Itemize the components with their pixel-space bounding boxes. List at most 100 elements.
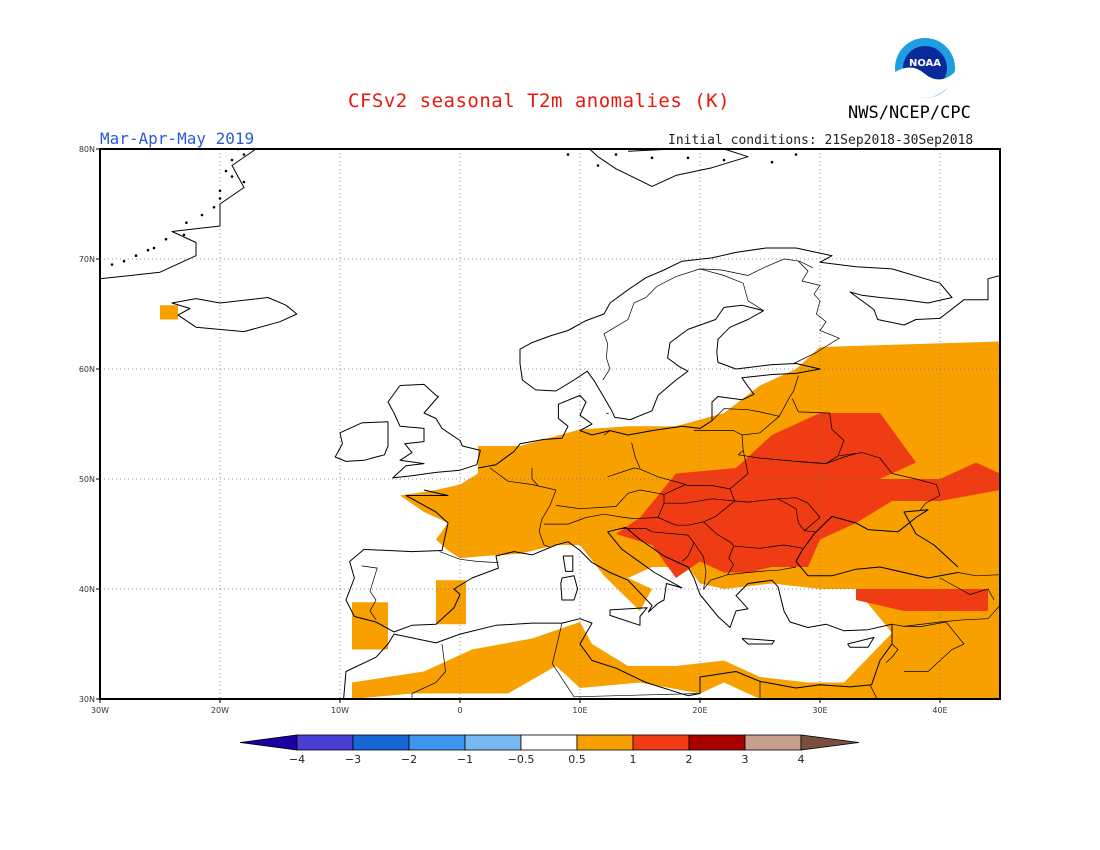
country-border xyxy=(544,489,665,525)
island-dot xyxy=(242,180,246,184)
coastline xyxy=(334,421,389,462)
island-dot xyxy=(182,233,186,237)
coastline xyxy=(562,555,574,572)
coastline xyxy=(847,636,875,648)
country-border xyxy=(939,577,995,601)
island-dot xyxy=(224,169,228,173)
noaa-logo: NOAA xyxy=(895,38,955,98)
country-border xyxy=(603,430,611,436)
colorbar-segment xyxy=(408,734,466,751)
country-border xyxy=(792,398,845,457)
island-dot xyxy=(185,221,188,224)
coastline xyxy=(477,247,1000,469)
anomaly-region-0.5-1 xyxy=(160,305,178,320)
colorbar-label: 1 xyxy=(630,753,637,766)
island-dot xyxy=(566,153,570,156)
colorbar-label: 0.5 xyxy=(568,753,586,766)
colorbar-label: 4 xyxy=(798,753,805,766)
country-border xyxy=(439,551,499,563)
colorbar-label: −0.5 xyxy=(508,753,535,766)
colorbar-segment xyxy=(744,734,802,751)
agency-label: NWS/NCEP/CPC xyxy=(848,103,971,123)
colorbar-label: −1 xyxy=(457,753,473,766)
lon-tick-label: 30W xyxy=(91,706,109,715)
country-border xyxy=(622,528,695,562)
country-border xyxy=(361,565,378,620)
lon-tick-label: 30E xyxy=(812,706,827,715)
coastline xyxy=(795,509,959,579)
island-dot xyxy=(218,197,222,200)
colorbar-segment xyxy=(239,734,298,751)
coastline xyxy=(387,383,481,479)
country-border xyxy=(777,497,821,531)
country-border xyxy=(606,412,609,415)
coastline xyxy=(171,297,298,333)
coastline-layer xyxy=(100,149,1000,699)
colorbar-label: 3 xyxy=(742,753,749,766)
island-dot xyxy=(230,158,234,162)
country-border xyxy=(663,484,686,495)
country-border xyxy=(489,467,557,548)
map-area xyxy=(100,149,1000,699)
country-border xyxy=(885,643,899,663)
country-border xyxy=(552,623,575,697)
initial-conditions-label: Initial conditions: 21Sep2018-30Sep2018 xyxy=(668,133,974,148)
colorbar-segment xyxy=(688,734,746,751)
lon-tick-label: 10E xyxy=(572,706,587,715)
coastline xyxy=(560,575,579,601)
country-border xyxy=(693,542,728,591)
island-dot xyxy=(218,189,222,193)
island-dot xyxy=(146,248,150,252)
island-dot xyxy=(794,153,798,156)
colorbar-segment xyxy=(800,734,860,751)
island-dot xyxy=(134,254,138,257)
anomaly-region-0.5-1 xyxy=(352,602,388,650)
coastline xyxy=(589,149,749,187)
lat-tick-label: 80N xyxy=(79,145,95,154)
country-border xyxy=(631,442,641,469)
lat-tick-label: 40N xyxy=(79,585,95,594)
colorbar-segment xyxy=(352,734,410,751)
country-border xyxy=(957,572,1000,577)
colorbar-segment xyxy=(296,734,354,751)
island-dot xyxy=(152,246,156,250)
country-border xyxy=(793,260,840,364)
lon-tick-label: 0 xyxy=(457,706,462,715)
coastline xyxy=(609,607,648,626)
colorbar-label: −2 xyxy=(401,753,417,766)
island-dot xyxy=(212,206,216,209)
country-border xyxy=(711,375,799,421)
island-dot xyxy=(770,160,774,164)
island-dot xyxy=(596,164,600,167)
island-dot xyxy=(686,156,690,160)
lon-tick-label: 10W xyxy=(331,706,349,715)
colorbar-segment xyxy=(464,734,522,751)
lon-tick-label: 20E xyxy=(692,706,707,715)
colorbar-label: 2 xyxy=(686,753,693,766)
country-border xyxy=(741,416,780,436)
anomaly-region-1-2 xyxy=(616,413,1000,578)
colorbar-segment xyxy=(520,734,578,751)
lat-tick-label: 30N xyxy=(79,695,95,704)
anomaly-layer xyxy=(160,305,1000,699)
anomaly-region-0.5-1 xyxy=(436,580,466,625)
lat-tick-label: 50N xyxy=(79,475,95,484)
colorbar: −4 −3 −2 −1 −0.5 0.5 1 2 3 4 xyxy=(239,734,860,766)
country-border xyxy=(657,500,736,526)
country-border xyxy=(795,452,941,512)
colorbar-label: −4 xyxy=(289,753,305,766)
coastline xyxy=(741,638,775,645)
noaa-logo-text: NOAA xyxy=(909,58,941,69)
country-border xyxy=(602,258,813,381)
island-dot xyxy=(164,237,168,241)
lon-tick-label: 20W xyxy=(211,706,229,715)
axis-ticks: 30W 20W 10W 0 10E 20E 30E 40E 30N 40N 50N 60N 70N 80N xyxy=(79,145,948,715)
island-dot xyxy=(242,153,246,156)
period-label: Mar-Apr-May 2019 xyxy=(100,129,255,148)
map-title: CFSv2 seasonal T2m anomalies (K) xyxy=(348,90,731,112)
island-dot xyxy=(200,213,204,217)
lat-tick-label: 60N xyxy=(79,365,95,374)
coastline xyxy=(100,149,257,280)
map-frame xyxy=(99,148,1001,700)
